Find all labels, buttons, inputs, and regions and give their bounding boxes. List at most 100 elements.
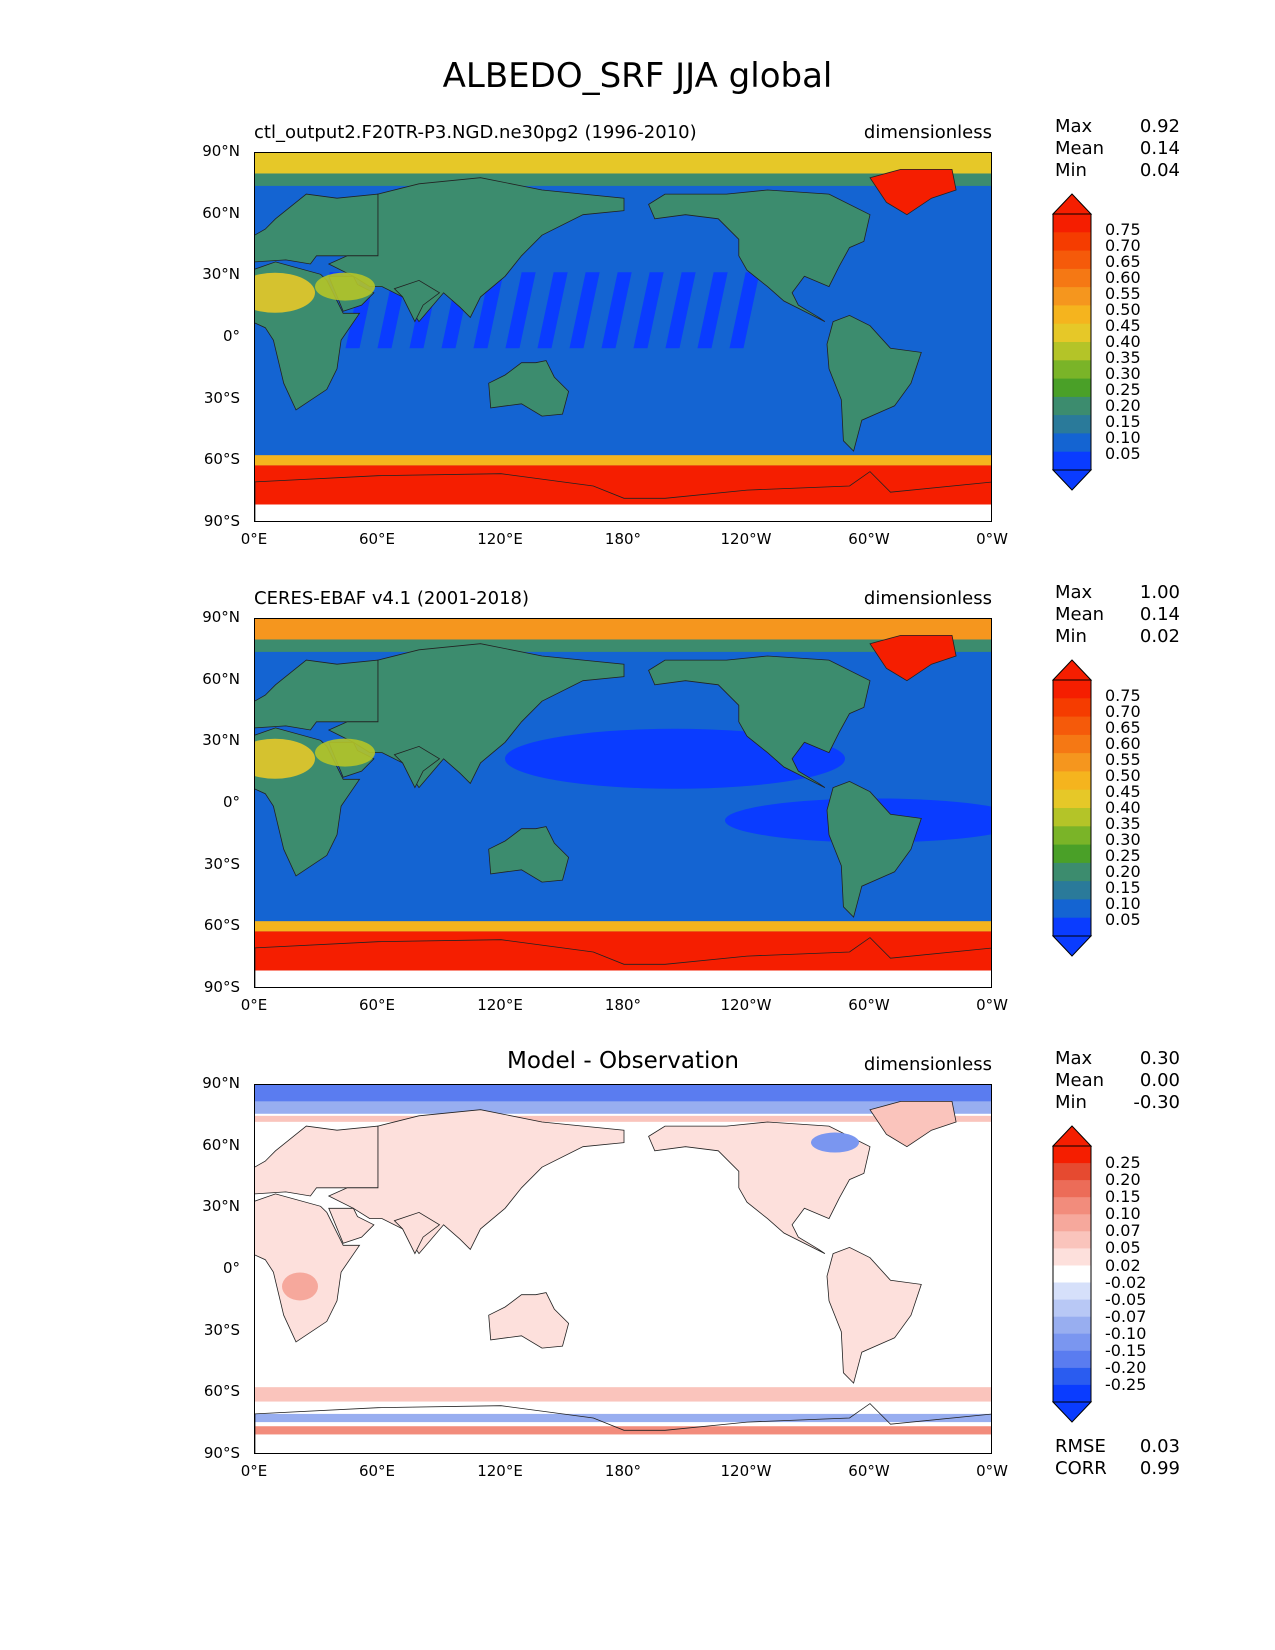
arabia-high-albedo	[315, 738, 375, 767]
longitude-tick-label: 120°E	[477, 1462, 523, 1480]
land-greenland	[869, 1100, 957, 1148]
land-india	[393, 745, 441, 789]
latitude-tick-label: 30°N	[202, 731, 240, 750]
colorbar-extend-max	[1051, 659, 1093, 681]
colorbar-swatch	[1053, 268, 1091, 288]
stat-label: Min	[1055, 160, 1087, 181]
metric-label: RMSE	[1055, 1436, 1106, 1457]
colorbar-tick-label: 0.45	[1105, 316, 1141, 335]
colorbar-swatch	[1053, 1146, 1091, 1164]
latitude-tick-label: 90°S	[203, 978, 240, 996]
longitude-tick-label: 120°W	[720, 1462, 772, 1480]
colorbar-tick-label: 0.40	[1105, 332, 1141, 351]
stat-label: Min	[1055, 626, 1087, 647]
latitude-tick-label: 60°S	[203, 1382, 240, 1401]
stat-row: Max 0.30	[1055, 1048, 1180, 1070]
low-albedo-streak	[505, 272, 536, 349]
colorbar-swatch	[1053, 378, 1091, 398]
colorbar-tick-label: 0.75	[1105, 220, 1141, 239]
colorbar-tick-label: 0.50	[1105, 766, 1141, 785]
colorbar-tick-label: 0.05	[1105, 444, 1141, 463]
colorbar-swatch	[1053, 415, 1091, 434]
low-albedo-streak	[697, 272, 728, 349]
longitude-tick-label: 60°E	[358, 530, 396, 548]
map-panel: CERES-EBAF v4.1 (2001-2018) dimensionless…	[0, 582, 1275, 1056]
longitude-tick-label: 0°E	[240, 530, 268, 548]
longitude-tick-label: 60°W	[848, 1462, 890, 1480]
longitude-tick-label: 60°W	[848, 530, 890, 548]
land-samerica	[826, 314, 922, 452]
map-panel: ctl_output2.F20TR-P3.NGD.ne30pg2 (1996-2…	[0, 116, 1275, 590]
southern-positive-band	[255, 1387, 991, 1402]
colorbar-swatch	[1053, 1350, 1091, 1369]
colorbar-swatch	[1053, 1231, 1091, 1249]
latitude-tick-label: 90°S	[203, 512, 240, 530]
arctic-band	[255, 153, 991, 174]
colorbar-frame	[1052, 679, 1092, 937]
map-frame	[254, 152, 992, 522]
stat-label: Max	[1055, 1048, 1093, 1069]
land-antarctica	[255, 1403, 991, 1453]
colorbar-tick-label: 0.40	[1105, 798, 1141, 817]
colorbar-frame	[1052, 213, 1092, 471]
arabia-high-albedo	[315, 272, 375, 301]
stat-value: 0.92	[1139, 116, 1180, 137]
sea-ice	[255, 465, 991, 505]
latitude-tick-label: 0°	[222, 327, 240, 345]
colorbar-swatch	[1053, 753, 1091, 772]
arctic-band	[255, 619, 991, 640]
colorbar-swatch	[1053, 1197, 1091, 1215]
colorbar-tick-label: 0.25	[1105, 380, 1141, 399]
stat-value: 1.00	[1139, 582, 1180, 603]
latitude-tick-label: 0°	[222, 1259, 240, 1277]
stat-row: Mean 0.14	[1055, 138, 1180, 160]
longitude-tick-label: 180°	[604, 996, 642, 1014]
colorbar-tick-label: 0.10	[1105, 1204, 1141, 1224]
southern-negative-band	[255, 1413, 991, 1423]
colorbar-tick-label: -0.10	[1105, 1323, 1147, 1343]
low-albedo-streak	[601, 272, 632, 349]
stat-row: Min 0.04	[1055, 160, 1180, 182]
colorbar-tick-label: 0.25	[1105, 846, 1141, 865]
colorbar-swatch	[1053, 680, 1091, 699]
land-europe	[255, 193, 379, 265]
colorbar-swatch	[1053, 1248, 1091, 1266]
stat-label: Mean	[1055, 138, 1105, 159]
colorbar-swatch	[1053, 1316, 1091, 1335]
land-antarctica	[255, 937, 991, 987]
land-europe	[255, 659, 379, 731]
colorbar-frame	[1052, 1145, 1092, 1403]
sea-ice	[255, 931, 991, 971]
longitude-tick-label: 0°E	[240, 996, 268, 1014]
sea-ice-edge	[255, 921, 991, 932]
longitude-tick-label: 180°	[604, 1462, 642, 1480]
stat-row: Mean 0.00	[1055, 1070, 1180, 1092]
arctic-negative-band	[255, 1085, 991, 1102]
colorbar-extend-min	[1051, 1401, 1093, 1423]
colorbar-swatch	[1053, 360, 1091, 380]
land-greenland	[869, 168, 957, 216]
figure-title: ALBEDO_SRF JJA global	[442, 56, 833, 96]
arctic-negative-edge	[255, 1101, 991, 1114]
colorbar-swatch	[1053, 862, 1091, 882]
colorbar-swatch	[1053, 1282, 1091, 1301]
colorbar-tick-label: -0.20	[1105, 1357, 1147, 1377]
colorbar-tick-label: 0.35	[1105, 814, 1141, 833]
land-arabia	[328, 1207, 375, 1244]
colorbar-swatch	[1053, 1367, 1091, 1386]
missing-data	[255, 970, 991, 987]
longitude-tick-label: 180°	[604, 530, 642, 548]
colorbar-tick-label: 0.70	[1105, 702, 1141, 721]
sahara-high-albedo	[255, 738, 315, 779]
colorbar-swatch	[1053, 789, 1091, 809]
map-panel: Model - Observation dimensionless 90°N 60°N…	[0, 1048, 1275, 1522]
colorbar-swatch	[1053, 899, 1091, 919]
units-label: dimensionless	[863, 1054, 992, 1075]
stat-value: 0.04	[1139, 160, 1180, 181]
map-frame	[254, 1084, 992, 1454]
colorbar-tick-label: 0.65	[1105, 718, 1141, 737]
colorbar-extend-max	[1051, 193, 1093, 215]
land-samerica	[826, 780, 922, 918]
colorbar-tick-label: 0.07	[1105, 1221, 1141, 1241]
land-india	[393, 279, 441, 323]
